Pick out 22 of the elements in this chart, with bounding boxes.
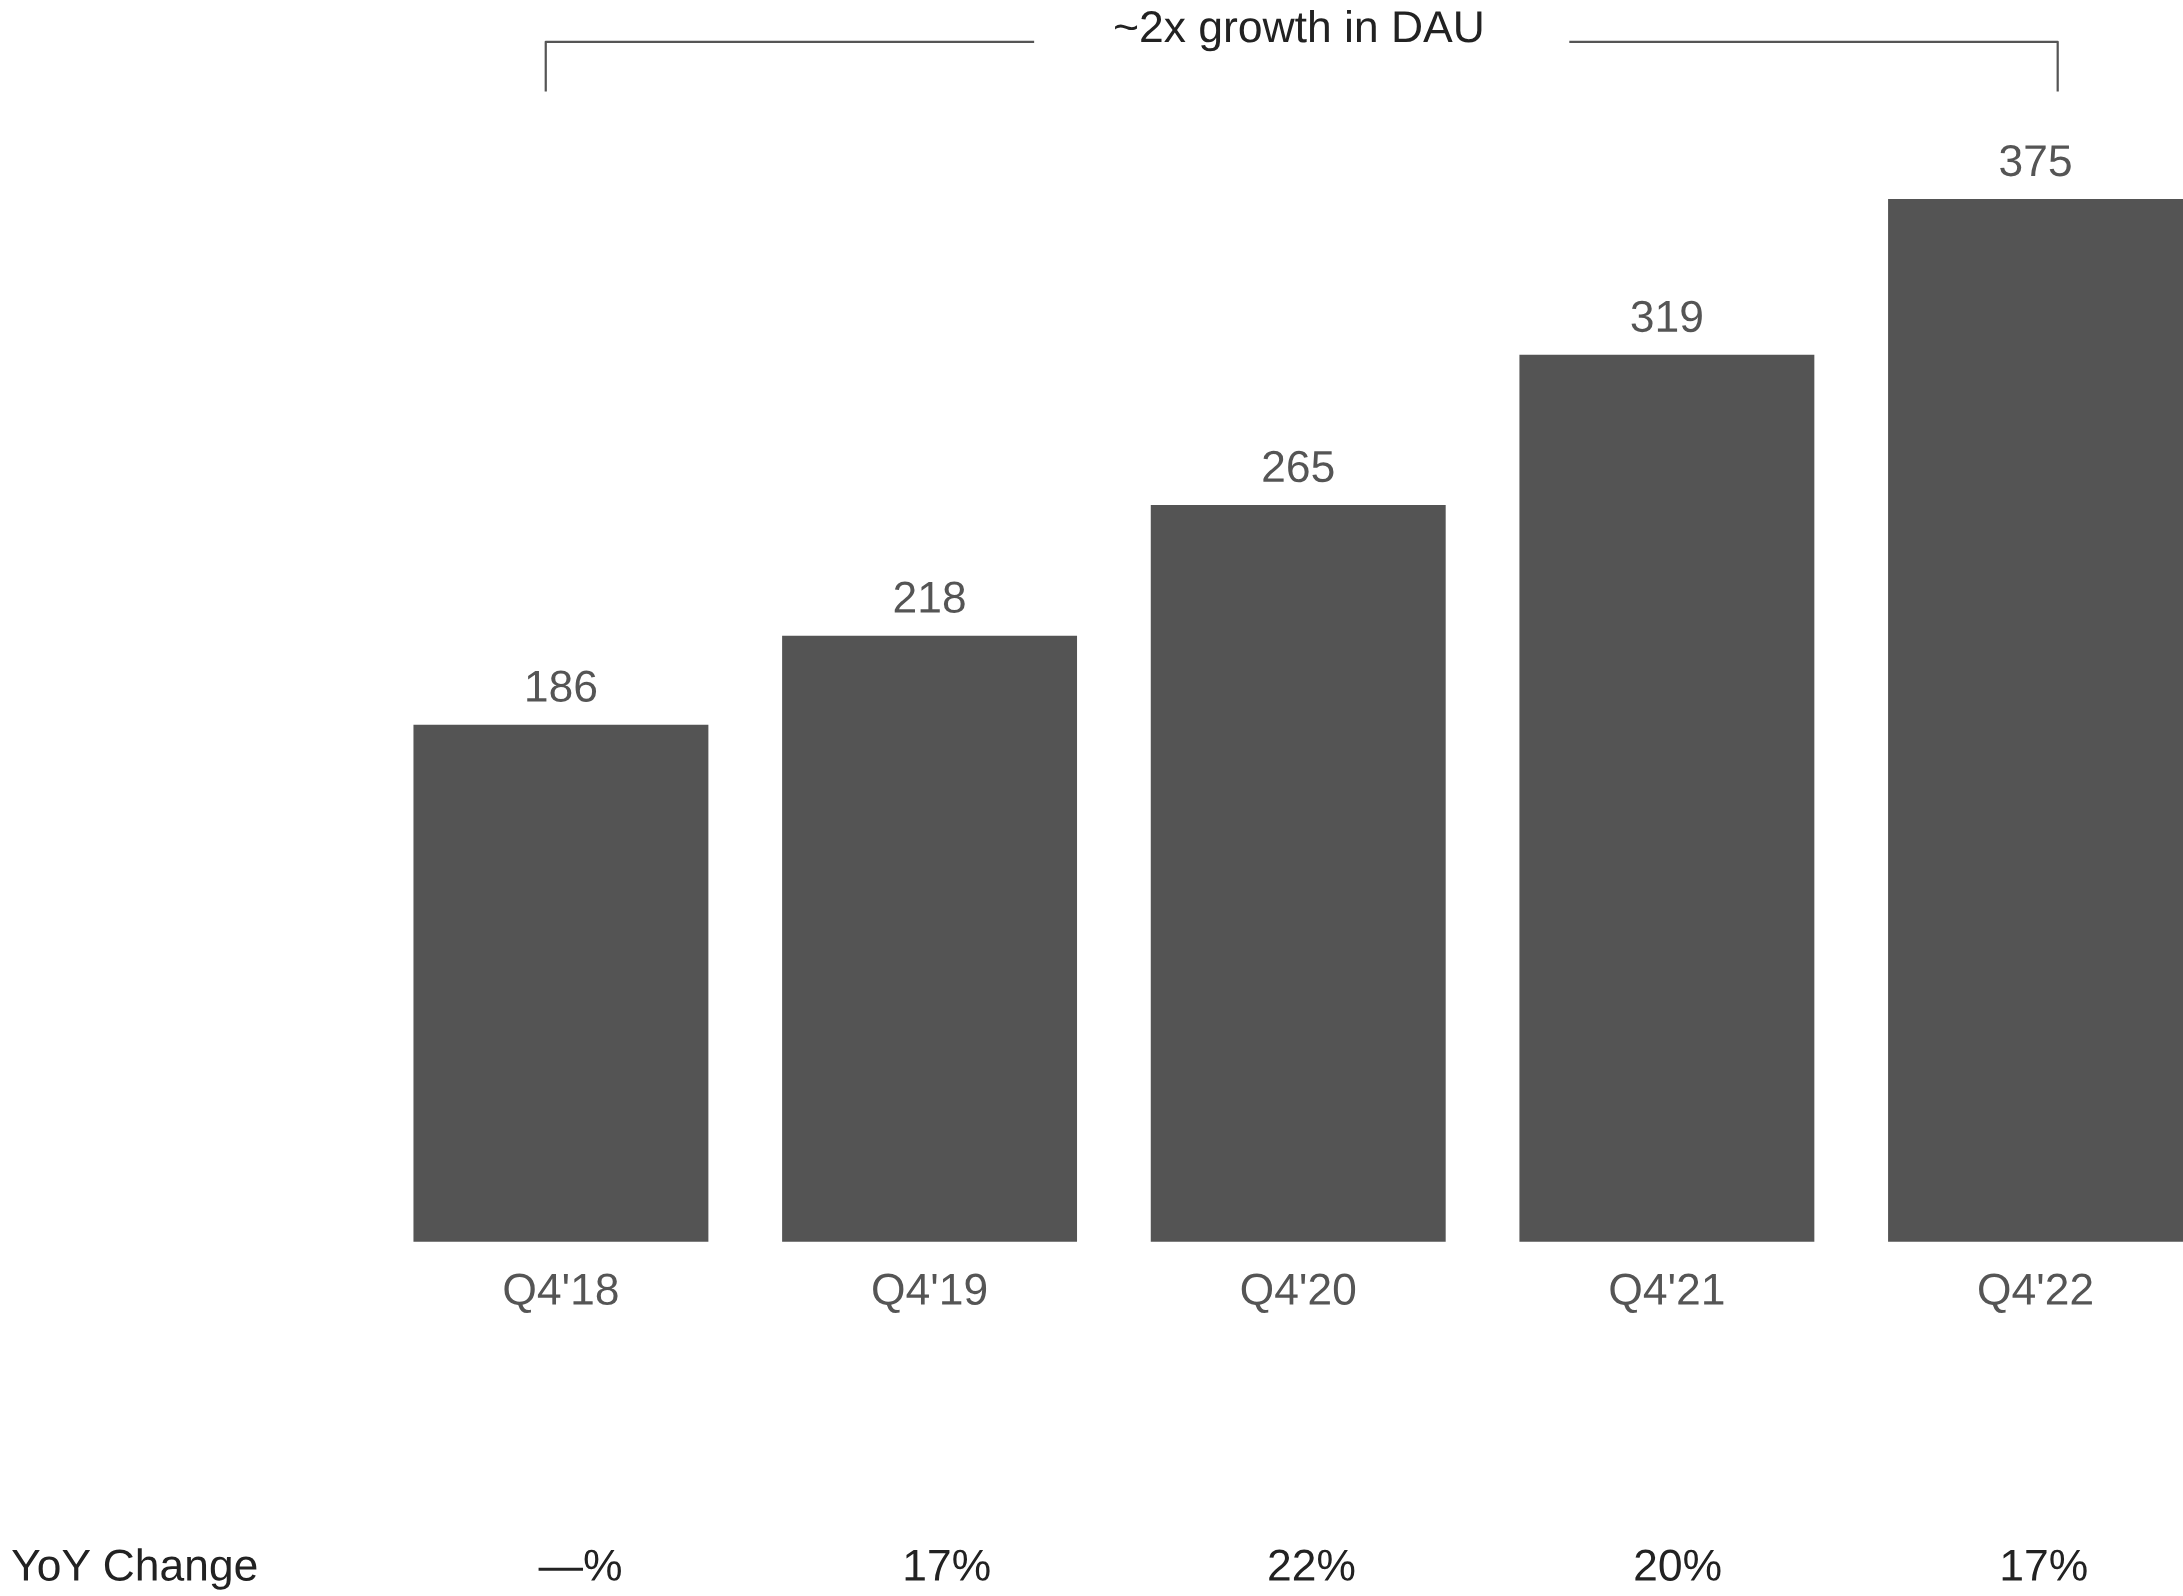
text: 20% — [1635, 1549, 1721, 1581]
data-label: 375 — [2000, 144, 2071, 177]
data-label: 319 — [1631, 300, 1702, 333]
text: 22% — [1269, 1549, 1355, 1581]
text: ~2x growth in DAU — [1115, 9, 1482, 52]
text: YoY Change — [12, 1548, 257, 1590]
bar — [1150, 504, 1446, 1242]
bar — [1888, 199, 2183, 1242]
x-tick-label: Q4'21 — [1610, 1273, 1724, 1314]
data-label: 186 — [527, 670, 597, 702]
x-tick-label: Q4'19 — [873, 1273, 987, 1314]
x-tick-label: Q4'22 — [1979, 1273, 2092, 1314]
x-tick-label: Q4'20 — [1241, 1273, 1356, 1314]
x-tick-label: Q4'18 — [504, 1273, 618, 1314]
data-label: 265 — [1263, 450, 1334, 483]
bar — [413, 724, 709, 1242]
text: 17% — [905, 1549, 990, 1581]
bar — [1519, 354, 1815, 1242]
bar — [782, 635, 1078, 1242]
text: 17% — [2002, 1549, 2087, 1581]
text: —% — [538, 1549, 621, 1581]
data-label: 218 — [894, 581, 965, 613]
